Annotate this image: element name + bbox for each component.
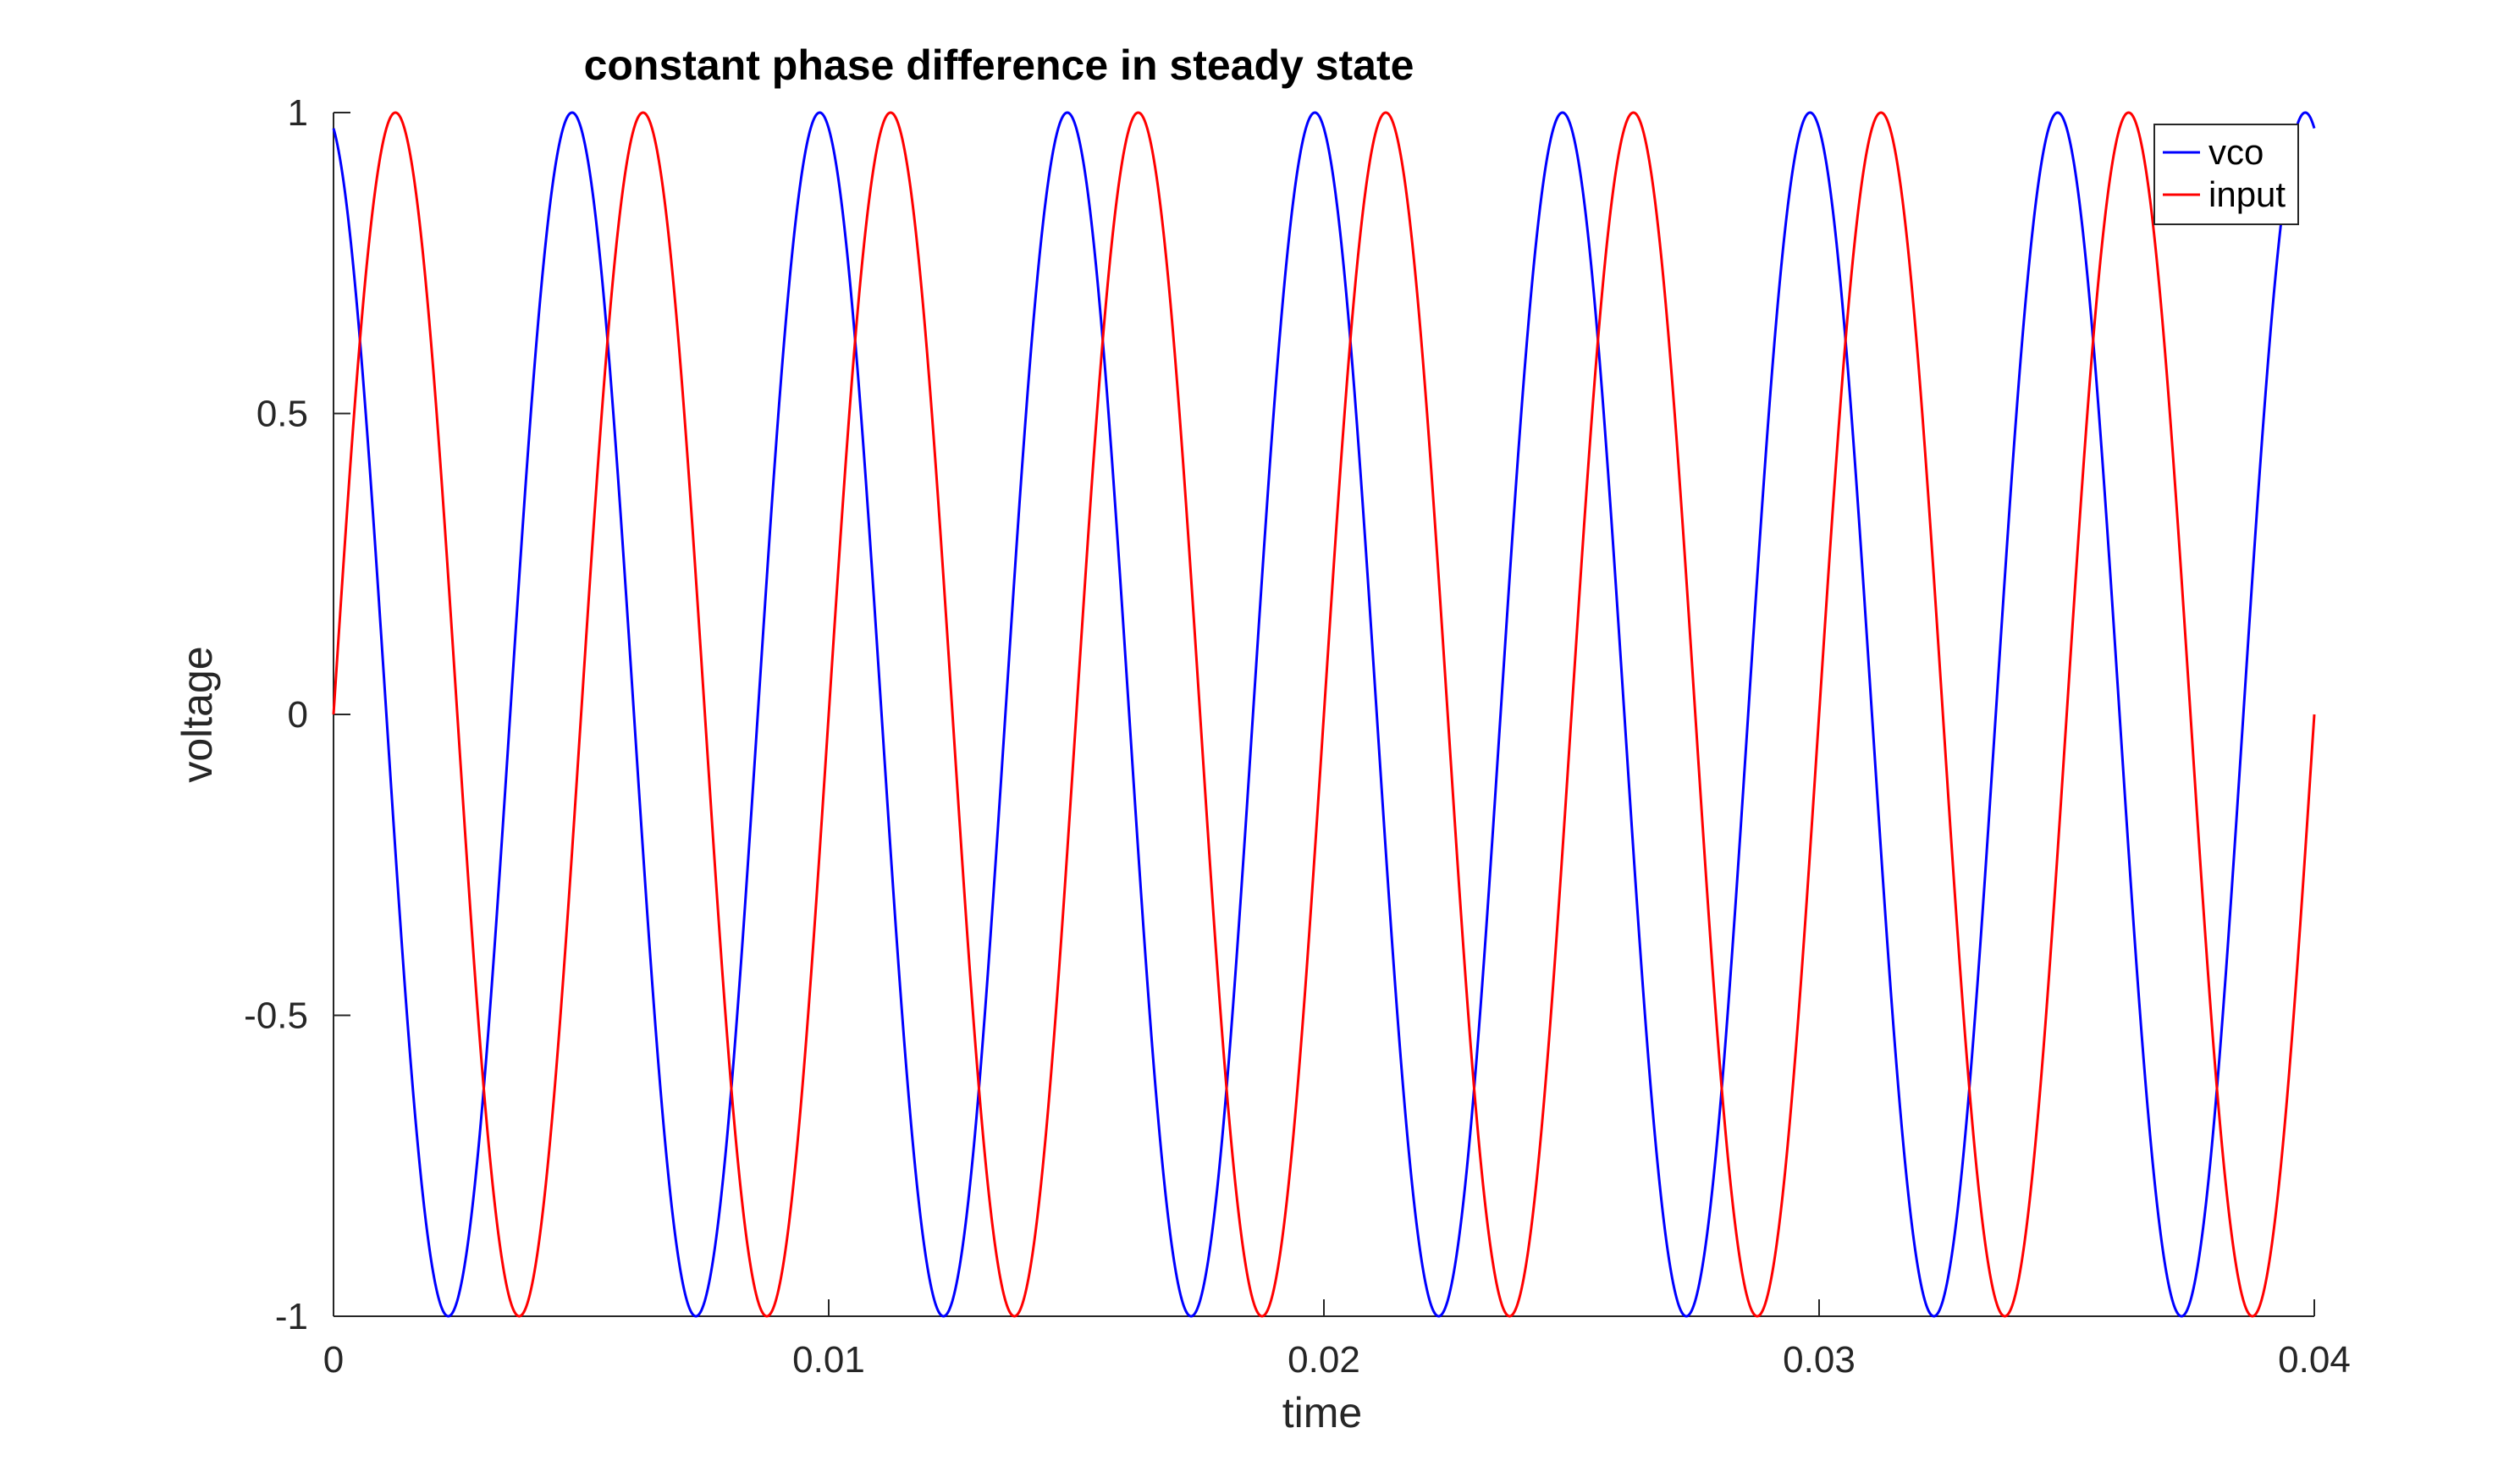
x-tick-label: 0 bbox=[323, 1339, 344, 1381]
x-tick-label: 0.04 bbox=[2278, 1339, 2351, 1381]
y-tick-label: -1 bbox=[275, 1296, 308, 1337]
y-axis-label: voltage bbox=[174, 646, 221, 782]
legend: vco input bbox=[2153, 124, 2299, 225]
series-line-input bbox=[332, 111, 2316, 1318]
x-tick-label: 0.02 bbox=[1288, 1339, 1360, 1381]
x-tick-label: 0.01 bbox=[792, 1339, 865, 1381]
y-ticks: -1 -0.5 0 0.5 1 bbox=[244, 92, 350, 1337]
legend-box bbox=[2153, 124, 2299, 225]
legend-label-input: input bbox=[2208, 174, 2286, 214]
x-axis-label: time bbox=[1282, 1389, 1362, 1436]
y-tick-label: 0.5 bbox=[256, 394, 308, 435]
y-tick-label: -0.5 bbox=[244, 995, 308, 1037]
x-ticks: 0 0.01 0.02 0.03 0.04 bbox=[323, 1299, 2351, 1381]
x-tick-label: 0.03 bbox=[1783, 1339, 1856, 1381]
legend-label-vco: vco bbox=[2208, 132, 2264, 172]
y-tick-label: 0 bbox=[288, 694, 308, 736]
chart-title: constant phase difference in steady stat… bbox=[584, 41, 1414, 89]
series-lines bbox=[332, 111, 2316, 1318]
y-tick-label: 1 bbox=[288, 92, 308, 134]
series-line-vco bbox=[332, 111, 2316, 1318]
